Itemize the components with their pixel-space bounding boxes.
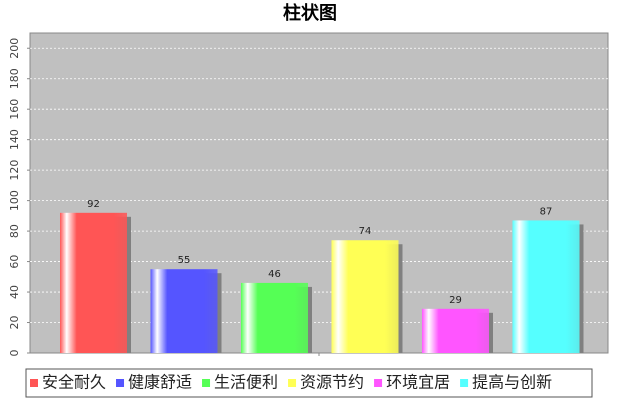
legend-swatch xyxy=(30,379,38,387)
y-tick-label: 160 xyxy=(8,99,21,120)
y-tick-label: 20 xyxy=(8,316,21,330)
y-tick-label: 100 xyxy=(8,190,21,211)
value-label: 29 xyxy=(449,295,462,306)
y-tick-label: 120 xyxy=(8,160,21,181)
legend-label: 生活便利 xyxy=(214,373,278,392)
value-label: 87 xyxy=(540,206,553,217)
y-tick-label: 200 xyxy=(8,38,21,59)
bar xyxy=(241,282,308,353)
legend-swatch xyxy=(116,379,125,387)
legend-label: 资源节约 xyxy=(300,373,364,392)
bar xyxy=(422,308,489,353)
y-tick-label: 0 xyxy=(8,350,21,357)
legend-label: 安全耐久 xyxy=(42,373,106,392)
value-label: 55 xyxy=(178,255,191,266)
y-tick-label: 40 xyxy=(8,285,21,299)
bar xyxy=(512,220,580,353)
legend-swatch xyxy=(374,379,383,387)
bar xyxy=(60,212,127,353)
y-tick-label: 80 xyxy=(8,224,21,238)
y-tick-label: 60 xyxy=(8,255,21,269)
bar xyxy=(331,240,399,353)
legend-label: 提高与创新 xyxy=(472,373,552,392)
value-label: 74 xyxy=(359,226,372,237)
y-tick-label: 180 xyxy=(8,68,21,89)
y-tick-label: 140 xyxy=(8,129,21,150)
bar xyxy=(150,269,218,353)
legend-label: 健康舒适 xyxy=(128,373,192,392)
chart-title: 柱状图 xyxy=(283,2,337,24)
legend-label: 环境宜居 xyxy=(386,373,450,392)
value-label: 92 xyxy=(87,199,100,210)
legend-swatch xyxy=(202,379,211,387)
legend-swatch xyxy=(460,379,469,387)
value-label: 46 xyxy=(268,269,281,280)
legend-swatch xyxy=(288,379,297,387)
